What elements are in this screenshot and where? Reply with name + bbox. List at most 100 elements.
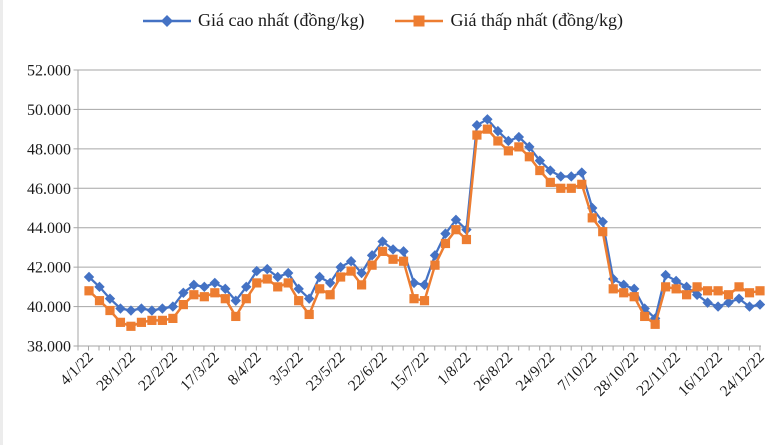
data-point-diamond <box>377 236 388 247</box>
y-tick-label: 52.000 <box>27 63 71 80</box>
data-point-square <box>650 319 660 329</box>
data-point-square <box>241 294 251 304</box>
x-tick-label: 22/6/22 <box>345 349 391 395</box>
x-tick-label: 8/4/22 <box>225 349 265 389</box>
x-tick-label: 17/3/22 <box>177 349 223 395</box>
data-point-square <box>451 225 461 235</box>
data-point-square <box>629 292 639 302</box>
legend-label-gia-thap-nhat: Giá thấp nhất (đồng/kg) <box>450 10 623 30</box>
data-point-diamond <box>83 271 95 283</box>
data-point-square <box>702 286 713 296</box>
data-point-square <box>577 179 587 189</box>
data-point-diamond <box>712 301 724 312</box>
data-point-diamond <box>209 277 221 289</box>
data-point-diamond <box>220 283 231 295</box>
x-tick-label: 24/9/22 <box>513 349 559 395</box>
data-point-square <box>157 315 167 325</box>
y-tick-label: 48.000 <box>27 141 71 158</box>
data-point-square <box>734 282 744 292</box>
series-gia-cao-nhat <box>83 114 765 324</box>
y-tick-label: 40.000 <box>27 299 71 316</box>
data-point-square <box>178 300 188 310</box>
data-point-square <box>692 282 702 292</box>
data-point-square <box>419 296 430 306</box>
data-point-diamond <box>691 289 703 300</box>
data-point-square <box>356 280 367 290</box>
data-point-square <box>273 282 283 292</box>
data-point-diamond <box>335 261 346 273</box>
x-ticks <box>77 346 761 351</box>
data-point-diamond <box>178 287 189 298</box>
data-point-diamond <box>733 293 745 304</box>
data-point-square <box>755 286 765 296</box>
data-point-square <box>94 296 105 306</box>
data-point-diamond <box>199 281 210 293</box>
data-point-diamond <box>104 293 116 304</box>
data-point-diamond <box>94 281 105 293</box>
data-point-square <box>608 284 618 294</box>
data-point-diamond <box>398 246 409 257</box>
data-point-diamond <box>545 165 556 176</box>
data-point-diamond <box>356 267 367 279</box>
data-point-diamond <box>503 135 514 147</box>
x-tick-label: 15/7/22 <box>387 349 433 395</box>
data-point-square <box>136 317 147 327</box>
y-tick-label: 50.000 <box>27 102 71 119</box>
x-tick-label: 28/10/22 <box>591 349 642 400</box>
x-tick-label: 24/12/22 <box>717 349 765 400</box>
data-point-square <box>283 278 293 288</box>
data-point-square <box>336 272 346 282</box>
data-point-diamond <box>492 125 504 137</box>
y-axis-labels: 38.000 40.000 42.000 44.000 46.000 48.000 50.0… <box>27 63 71 356</box>
data-point-diamond <box>272 271 283 283</box>
gridlines <box>73 69 761 347</box>
x-tick-label: 23/5/22 <box>303 349 349 395</box>
x-tick-label: 22/2/22 <box>135 349 181 395</box>
data-point-diamond <box>450 214 462 226</box>
data-point-square <box>661 282 671 292</box>
data-point-square <box>346 266 356 276</box>
x-tick-label: 22/11/22 <box>633 349 684 400</box>
chart-legend: Giá cao nhất (đồng/kg) Giá thấp nhất (đồ… <box>0 10 765 31</box>
data-point-square <box>220 294 230 304</box>
data-point-square <box>545 177 555 187</box>
data-point-diamond <box>387 244 399 255</box>
x-tick-label: 1/8/22 <box>434 349 474 389</box>
data-point-square <box>640 311 650 322</box>
data-point-diamond <box>324 277 336 289</box>
data-point-diamond <box>293 283 304 295</box>
data-point-diamond <box>366 250 378 261</box>
data-point-diamond <box>125 305 137 316</box>
data-point-diamond <box>513 131 525 143</box>
data-point-diamond <box>628 283 640 295</box>
data-point-square <box>367 260 377 270</box>
y-tick-label: 44.000 <box>27 220 71 237</box>
data-point-square <box>388 254 398 264</box>
data-point-diamond <box>670 275 682 287</box>
data-point-diamond <box>723 297 734 308</box>
data-point-diamond <box>314 271 325 283</box>
data-point-square <box>461 234 472 245</box>
data-point-square <box>325 290 335 300</box>
data-point-square <box>524 152 534 162</box>
data-point-square <box>482 124 493 134</box>
data-point-diamond <box>188 279 200 291</box>
data-point-square <box>252 278 262 288</box>
data-point-square <box>682 290 692 300</box>
x-tick-label: 28/1/22 <box>93 349 139 395</box>
y-tick-label: 38.000 <box>27 339 71 356</box>
legend-label-gia-cao-nhat: Giá cao nhất (đồng/kg) <box>198 10 365 30</box>
data-point-square <box>535 165 545 176</box>
data-point-square <box>723 290 734 300</box>
data-point-square <box>566 183 576 193</box>
data-point-diamond <box>241 281 252 293</box>
data-point-diamond <box>419 279 430 291</box>
line-square-marker-icon <box>395 15 444 26</box>
y-tick-label: 46.000 <box>27 181 71 198</box>
data-point-square <box>294 296 304 306</box>
data-point-square <box>147 315 157 325</box>
data-point-diamond <box>744 301 755 312</box>
